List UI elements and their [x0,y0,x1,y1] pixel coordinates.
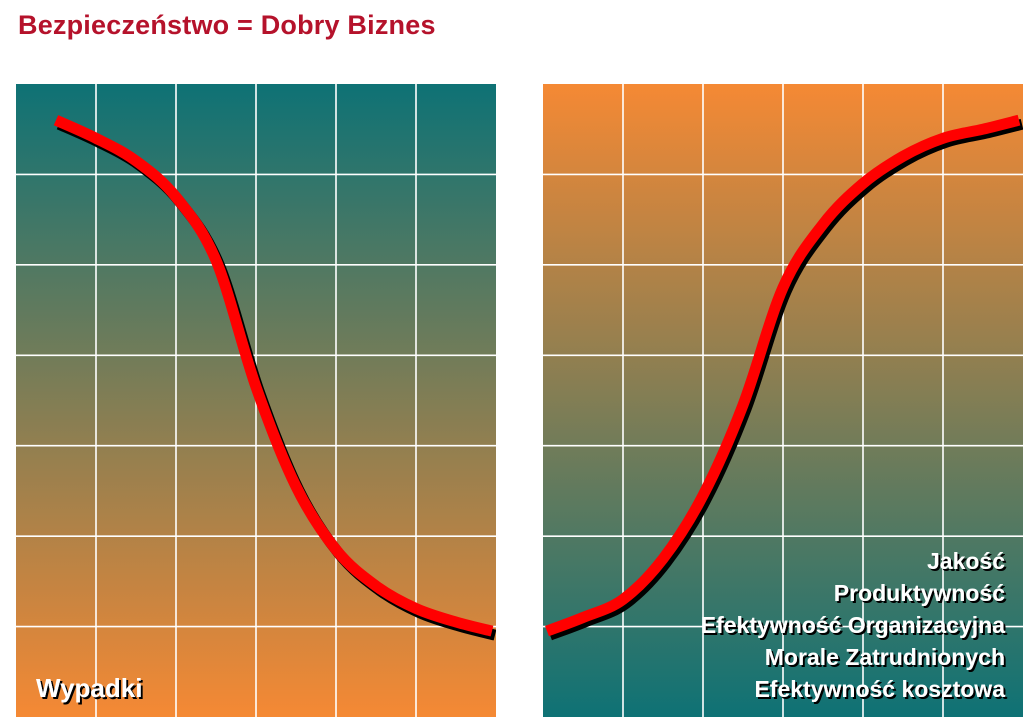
series-line [53,115,496,641]
chart-label: Wypadki [36,673,142,703]
accidents-chart: Wypadki [16,84,496,717]
benefits-chart: Jakość Produktywność Efektywność Organizac… [543,84,1023,717]
chart-label: Produktywność [834,580,1005,606]
series-line [545,114,1023,641]
chart-label: Morale Zatrudnionych [765,644,1005,670]
benefits-chart-panel: Jakość Produktywność Efektywność Organizac… [543,84,1023,717]
chart-label: Efektywność kosztowa [754,676,1005,702]
chart-label: Efektywność Organizacyjna [701,612,1005,638]
accidents-chart-panel: Wypadki [16,84,496,717]
series-line-curve [53,115,494,637]
chart-label: Jakość [927,548,1005,574]
slide-title: Bezpieczeństwo = Dobry Biznes [18,10,436,40]
series-line-curve [545,114,1021,637]
